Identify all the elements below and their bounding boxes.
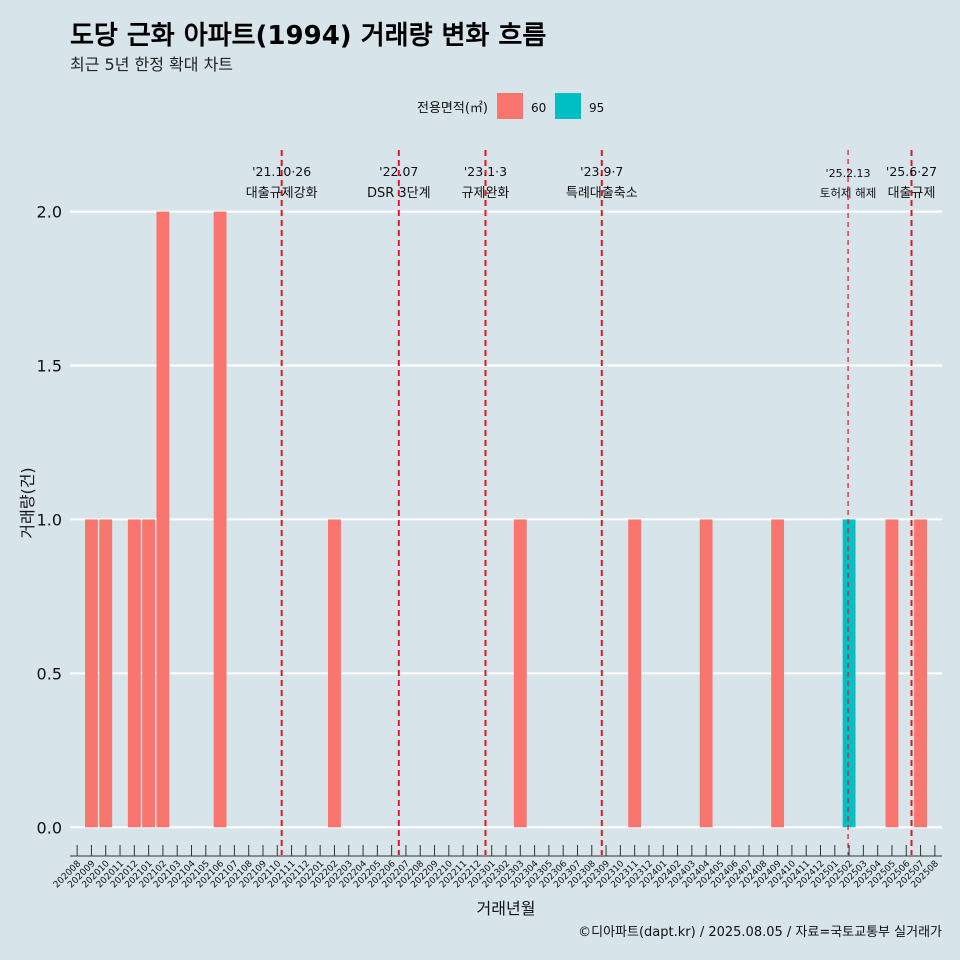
event-date-label: '23.9·7 [580, 164, 623, 179]
bar [142, 519, 156, 828]
y-axis-ticks: 0.0 0.5 1.0 1.5 2.0 [37, 203, 62, 838]
bar [699, 519, 713, 828]
bars [85, 211, 927, 828]
gridlines [70, 210, 942, 829]
chart-subtitle: 최근 5년 한정 확대 차트 [70, 55, 233, 74]
bar [99, 519, 113, 828]
bar [127, 519, 141, 828]
y-tick-label: 1.5 [37, 357, 62, 376]
x-axis-label: 거래년월 [477, 899, 536, 918]
event-name-label: DSR 3단계 [367, 186, 431, 201]
event-name-label: 특례대출축소 [566, 186, 638, 201]
event-date-label: '22.07 [379, 164, 418, 179]
bar [771, 519, 785, 828]
bar [914, 519, 927, 828]
event-name-label: 규제완화 [462, 186, 510, 201]
legend-label-60: 60 [531, 101, 546, 115]
y-tick-label: 1.0 [37, 510, 62, 529]
legend-title: 전용면적(㎡) [417, 101, 488, 116]
y-tick-label: 0.5 [37, 664, 62, 683]
event-name-label: 대출규제 [888, 186, 936, 201]
legend-label-95: 95 [589, 101, 604, 115]
event-name-label: 대출규제강화 [246, 186, 318, 201]
chart-title: 도당 근화 아파트(1994) 거래량 변화 흐름 [70, 21, 546, 51]
bar [842, 519, 856, 828]
y-tick-label: 2.0 [37, 203, 62, 222]
bar [328, 519, 341, 828]
bar [628, 519, 642, 828]
x-axis: 2020082020092020102020112020122021012021… [52, 845, 942, 890]
bar [156, 211, 170, 828]
bar [85, 519, 98, 828]
event-date-label: '25.6·27 [886, 164, 937, 179]
y-axis-label: 거래량(건) [18, 467, 37, 538]
event-name-label: 토허제 해제 [820, 186, 877, 200]
event-lines: '21.10·26 대출규제강화 '22.07 DSR 3단계 '23.1·3 규제완화 '… [246, 150, 937, 855]
bar [513, 519, 527, 828]
legend-swatch-95 [555, 93, 581, 119]
caption: ©디아파트(dapt.kr) / 2025.08.05 / 자료=국토교통부 실… [578, 925, 942, 940]
legend-swatch-60 [497, 93, 523, 119]
event-date-label: '25.2.13 [826, 167, 871, 180]
event-date-label: '21.10·26 [252, 164, 311, 179]
legend: 전용면적(㎡) 60 95 [417, 93, 604, 119]
bar [885, 519, 899, 828]
y-tick-label: 0.0 [37, 818, 62, 837]
event-date-label: '23.1·3 [464, 164, 507, 179]
bar [213, 211, 227, 828]
